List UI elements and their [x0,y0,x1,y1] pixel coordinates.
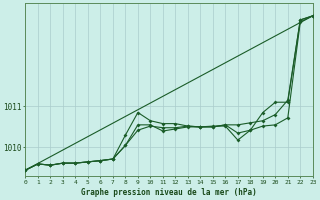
X-axis label: Graphe pression niveau de la mer (hPa): Graphe pression niveau de la mer (hPa) [81,188,257,197]
